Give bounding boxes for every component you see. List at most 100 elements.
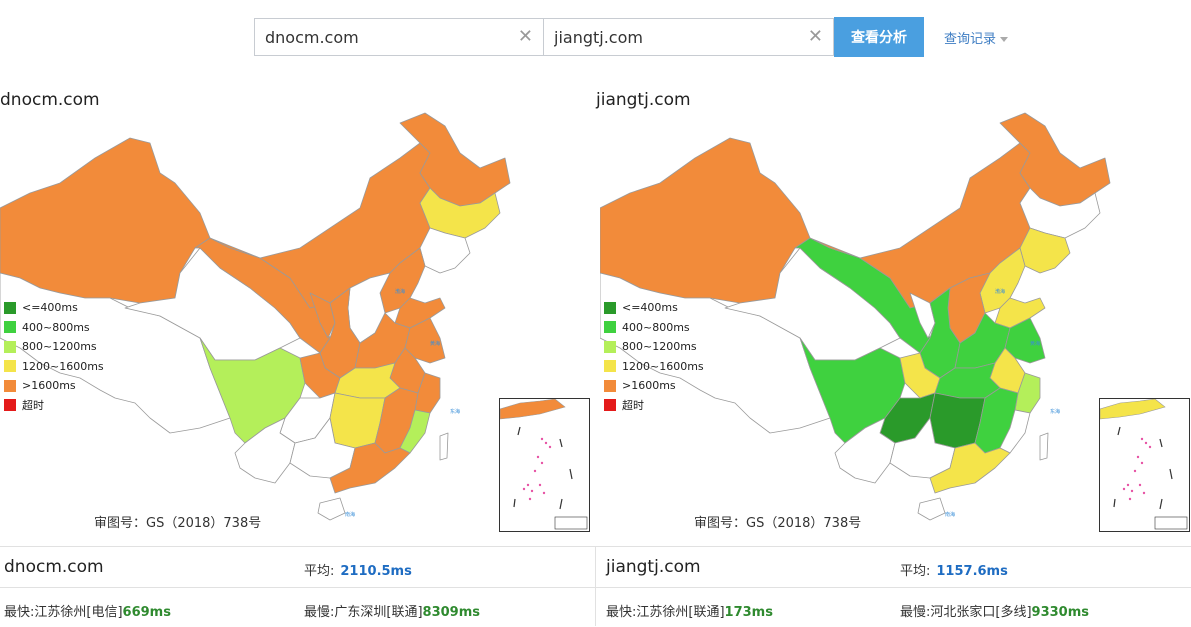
legend-item: 400~800ms (604, 318, 704, 338)
svg-text:南海: 南海 (945, 511, 955, 518)
domain-input-2-wrapper: ✕ (544, 18, 834, 56)
legend-swatch (604, 399, 616, 412)
region-ningxia (909, 292, 936, 339)
fastest-value: 669ms (122, 605, 171, 620)
legend-label: 超时 (622, 399, 644, 413)
region-taiwan (439, 432, 449, 461)
region-inset (499, 398, 566, 420)
average-latency: 平均: 1157.6ms (900, 560, 1008, 579)
legend-item: 800~1200ms (4, 337, 104, 357)
average-latency: 平均: 2110.5ms (304, 560, 412, 579)
map-panel: dnocm.com (0, 80, 595, 540)
panel-title: dnocm.com (0, 90, 100, 110)
legend-swatch (604, 321, 616, 334)
domain-input-1[interactable] (255, 26, 507, 48)
china-map: 渤海 黄海 东海 南海 (600, 112, 1111, 521)
avg-label: 平均: (304, 564, 335, 579)
legend-swatch (4, 301, 16, 314)
stats-row-summary: dnocm.com 平均: 2110.5ms (0, 547, 595, 586)
legend-swatch (4, 321, 16, 334)
map-approval-number: 审图号：GS（2018）738号 (694, 516, 862, 531)
stats-domain: dnocm.com (4, 557, 104, 577)
region-hainan (917, 497, 946, 521)
legend-item: 1200~1600ms (4, 357, 104, 377)
slowest-latency: 最慢:广东深圳[联通]8309ms (304, 601, 480, 620)
svg-text:黄海: 黄海 (430, 340, 440, 347)
domain-input-2[interactable] (544, 26, 796, 48)
legend-label: 400~800ms (622, 320, 690, 334)
region-xinjiang (600, 137, 811, 304)
legend-label: 400~800ms (22, 320, 90, 334)
legend-item: >1600ms (4, 376, 104, 396)
svg-text:南海: 南海 (345, 511, 355, 518)
legend-label: 800~1200ms (622, 340, 697, 354)
fastest-value: 173ms (724, 605, 773, 620)
legend-item: >1600ms (604, 376, 704, 396)
stats-column: dnocm.com 平均: 2110.5ms 最快:江苏徐州[电信]669ms 最… (0, 547, 595, 626)
legend-swatch (4, 360, 16, 373)
svg-text:东海: 东海 (1050, 408, 1060, 415)
legend-swatch (4, 379, 16, 392)
legend-item: 800~1200ms (604, 337, 704, 357)
legend-swatch (604, 340, 616, 353)
legend-swatch (4, 340, 16, 353)
region-taiwan (1039, 432, 1049, 461)
fastest-location: 江苏徐州[联通] (636, 605, 725, 620)
slowest-location: 河北张家口[多线] (930, 605, 1032, 620)
search-bar: ✕ ✕ 查看分析 (254, 17, 924, 58)
region-liaoning (419, 227, 471, 274)
fastest-location: 江苏徐州[电信] (34, 605, 123, 620)
stats-section: dnocm.com 平均: 2110.5ms 最快:江苏徐州[电信]669ms 最… (0, 546, 1191, 626)
slowest-value: 9330ms (1031, 605, 1090, 620)
sea-labels: 渤海 黄海 东海 南海 (945, 288, 1060, 518)
legend-item: <=400ms (4, 298, 104, 318)
stats-row-extremes: 最快:江苏徐州[联通]173ms 最慢:河北张家口[多线]9330ms (596, 587, 1191, 627)
stats-domain: jiangtj.com (606, 557, 701, 577)
slowest-label: 最慢: (900, 605, 931, 620)
legend-label: <=400ms (622, 301, 678, 315)
svg-text:渤海: 渤海 (395, 288, 405, 295)
south-sea-inset (1099, 398, 1190, 532)
history-label: 查询记录 (944, 32, 997, 47)
region-guangdong (329, 442, 411, 494)
fastest-latency: 最快:江苏徐州[电信]669ms (4, 601, 171, 620)
fastest-label: 最快: (606, 605, 637, 620)
legend-item: 超时 (604, 396, 704, 416)
sea-labels: 渤海 黄海 东海 南海 (345, 288, 460, 518)
slowest-value: 8309ms (422, 605, 481, 620)
legend-label: 超时 (22, 399, 44, 413)
legend-item: <=400ms (604, 298, 704, 318)
svg-text:黄海: 黄海 (1030, 340, 1040, 347)
avg-label: 平均: (900, 564, 931, 579)
clear-icon[interactable]: ✕ (807, 26, 823, 47)
region-ningxia (309, 292, 336, 339)
analyze-button[interactable]: 查看分析 (834, 17, 924, 57)
legend-item: 1200~1600ms (604, 357, 704, 377)
legend-label: <=400ms (22, 301, 78, 315)
region-xizang (0, 272, 231, 434)
region-hainan (317, 497, 346, 521)
map-approval-number: 审图号：GS（2018）738号 (94, 516, 262, 531)
stats-row-summary: jiangtj.com 平均: 1157.6ms (596, 547, 1191, 586)
legend-item: 超时 (4, 396, 104, 416)
legend-swatch (604, 379, 616, 392)
clear-icon[interactable]: ✕ (517, 26, 533, 47)
svg-text:东海: 东海 (450, 408, 460, 415)
map-panel: jiangtj.com (596, 80, 1191, 540)
domain-input-1-wrapper: ✕ (254, 18, 544, 56)
chevron-down-icon (1000, 37, 1009, 42)
legend: <=400ms 400~800ms 800~1200ms 1200~1600ms >16… (4, 298, 104, 415)
legend-swatch (4, 399, 16, 412)
panel-title: jiangtj.com (596, 90, 691, 110)
legend-label: >1600ms (22, 379, 76, 393)
fastest-latency: 最快:江苏徐州[联通]173ms (606, 601, 773, 620)
stats-column: jiangtj.com 平均: 1157.6ms 最快:江苏徐州[联通]173ms… (595, 547, 1191, 626)
svg-text:渤海: 渤海 (995, 288, 1005, 295)
region-guangdong (929, 442, 1011, 494)
legend-label: >1600ms (622, 379, 676, 393)
history-dropdown[interactable]: 查询记录 (944, 28, 1009, 47)
legend-label: 1200~1600ms (622, 359, 704, 373)
fastest-label: 最快: (4, 605, 35, 620)
region-inset (1099, 398, 1166, 420)
legend-swatch (604, 360, 616, 373)
